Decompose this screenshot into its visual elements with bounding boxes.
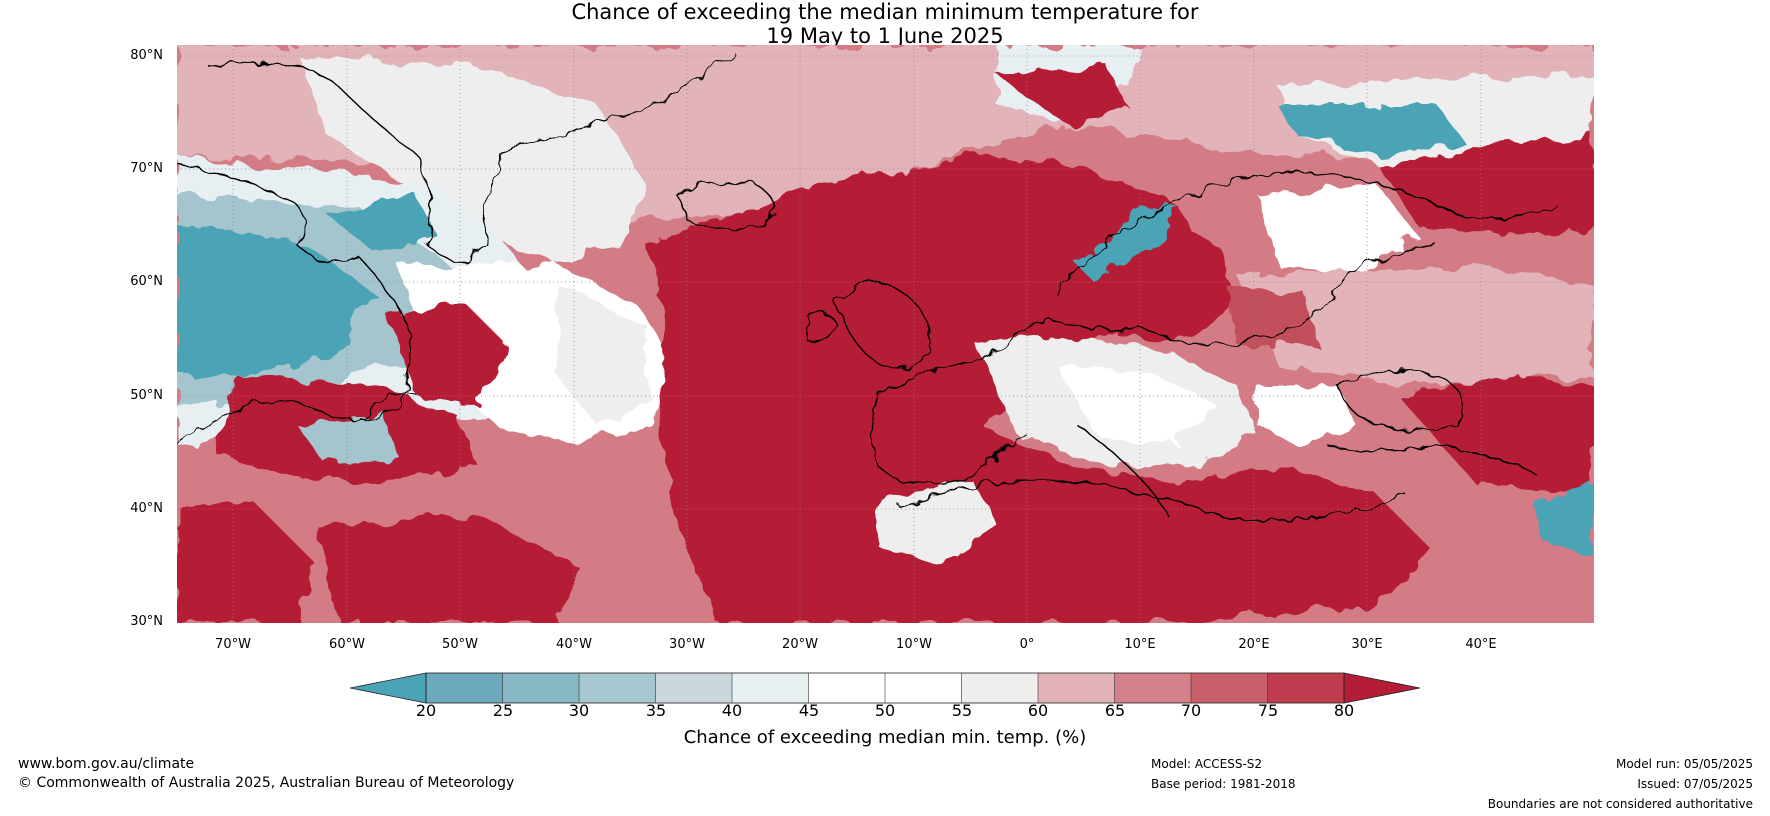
zone-neutral-greenland [297,55,647,265]
colorbar-tick-30: 30 [568,701,590,720]
zone-very-high-southwest-2 [317,515,577,623]
zone-white-finland [1257,185,1417,275]
colorbar-bin [579,673,656,703]
colorbar-tick-65: 65 [1104,701,1126,720]
lon-label-20w: 20°W [782,637,818,652]
colorbar-tick-35: 35 [645,701,667,720]
zone-coolest-nova-scotia [297,415,397,465]
colorbar [350,672,1420,704]
zone-coolest-caspian [1537,485,1594,555]
zone-very-high-central-atlantic [387,305,507,405]
labrador-coast [177,164,411,419]
colorbar-over-triangle [1343,672,1420,704]
black-sea-coast [1336,370,1465,431]
lat-label-40n: 40°N [130,501,163,516]
disclaimer-text: Boundaries are not considered authoritat… [1487,797,1753,811]
lat-label-70n: 70°N [130,161,163,176]
colorbar-tick-20: 20 [415,701,437,720]
europe-coast [876,244,1438,396]
zone-neutral-west-atlantic [557,285,647,425]
zone-coolest-barents [1277,105,1467,155]
colorbar-under-triangle [350,672,427,704]
colorbar-label: Chance of exceeding median min. temp. (%… [683,727,1087,748]
colorbar-tick-60: 60 [1027,701,1049,720]
lon-label-10w: 10°W [896,637,932,652]
lon-label-30e: 30°E [1351,637,1383,652]
lon-label-40w: 40°W [556,637,592,652]
colorbar-bin [961,673,1039,703]
colorbar-bin [1038,673,1115,703]
colorbar-tick-25: 25 [492,701,514,720]
colorbar-tick-45: 45 [798,701,820,720]
lon-label-10e: 10°E [1124,637,1156,652]
lon-label-60w: 60°W [329,637,365,652]
colorbar-tick-80: 80 [1333,701,1355,720]
website-link[interactable]: www.bom.gov.au/climate [18,756,195,772]
colorbar-bins [426,673,1345,703]
colorbar-bin [502,673,580,703]
lon-label-50w: 50°W [442,637,478,652]
lat-label-30n: 30°N [130,614,163,629]
colorbar-tick-70: 70 [1180,701,1202,720]
zone-neutral-north-africa [877,485,997,565]
greenland-coast [206,54,738,266]
lat-label-60n: 60°N [130,274,163,289]
colorbar-tick-40: 40 [721,701,743,720]
zone-very-high-southwest [177,505,317,623]
lon-label-30w: 30°W [669,637,705,652]
model-run-text: Model run: 05/05/2025 [1615,757,1753,771]
colorbar-tick-75: 75 [1257,701,1279,720]
zone-white-europe [1057,365,1217,445]
lon-label-40e: 40°E [1465,637,1497,652]
north-africa-coast [896,479,1408,521]
zone-coolest-baffin [327,195,437,255]
colorbar-tick-55: 55 [951,701,973,720]
zone-very-high-barents [997,65,1127,125]
colorbar-bin [1114,673,1192,703]
scandinavia-coast [1056,170,1558,296]
zone-very-high-mediterranean [827,425,1427,623]
gridlines [177,45,1594,623]
colorbar-bin [426,673,503,703]
colorbar-tick-50: 50 [874,701,896,720]
iceland-coast [676,181,776,230]
lat-label-80n: 80°N [130,48,163,63]
zone-white-balkans [1257,385,1357,445]
coastlines [177,54,1558,521]
lon-label-20e: 20°E [1238,637,1270,652]
ireland-coast [806,311,838,342]
colorbar-bin [808,673,886,703]
zone-very-high-russia-north [1377,135,1594,235]
probability-field [177,45,1594,623]
colorbar-bin [1267,673,1345,703]
nova-scotia-coast [177,391,418,446]
issued-text: Issued: 07/05/2025 [1637,777,1753,791]
uk-coast [836,281,931,369]
probability-map [177,45,1594,623]
zone-very-high-east [1397,375,1594,495]
colorbar-bin [732,673,809,703]
colorbar-outline [425,672,1345,704]
colorbar-bin [1191,673,1268,703]
title-line-2: 19 May to 1 June 2025 [766,24,1004,48]
lon-label-0: 0° [1019,637,1035,652]
turkey-coast [1326,444,1538,476]
colorbar-bin [655,673,733,703]
copyright-text: © Commonwealth of Australia 2025, Austra… [18,775,515,791]
lon-label-70w: 70°W [215,637,251,652]
base-period-text: Base period: 1981-2018 [1151,777,1296,791]
model-text: Model: ACCESS-S2 [1151,757,1263,771]
zone-high-baltic [1227,285,1317,345]
lat-label-50n: 50°N [130,388,163,403]
title-line-1: Chance of exceeding the median minimum t… [571,0,1199,24]
map-title: Chance of exceeding the median minimum t… [0,0,1770,48]
zone-coolest-norway [1077,205,1177,285]
zone-low-high-east-europe [1237,265,1594,385]
iberia-coast [871,394,1028,486]
italy-coast [1076,424,1168,516]
colorbar-bin [885,673,962,703]
